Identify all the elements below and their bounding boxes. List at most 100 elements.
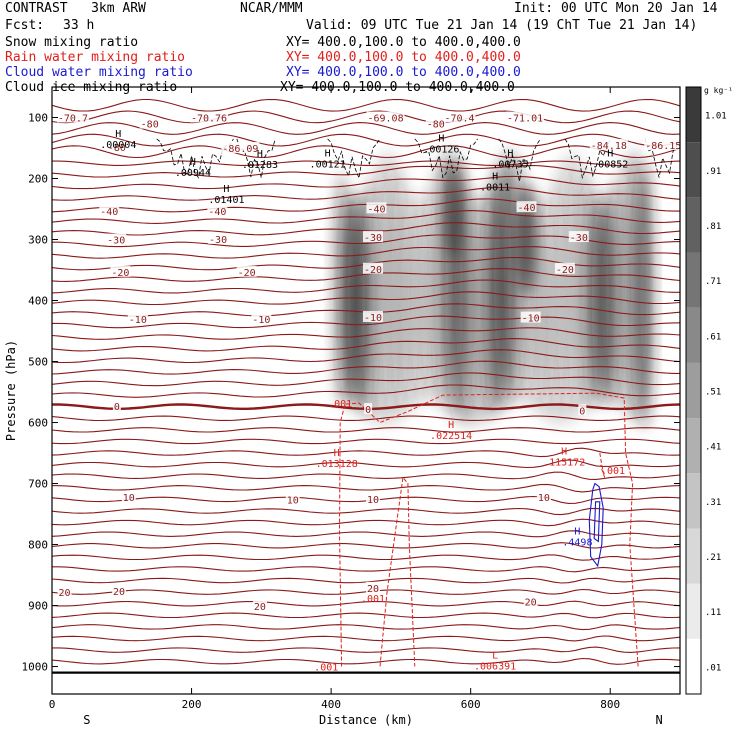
- isotherm-line: [52, 635, 680, 642]
- y-tick-label: 200: [28, 173, 48, 186]
- extremum-marker: H: [561, 447, 567, 458]
- extremum-value: .00121: [310, 159, 346, 170]
- isotherm-label: -30: [364, 233, 382, 244]
- colorbar-tick-label: .81: [705, 222, 721, 232]
- colorbar-segment: [686, 528, 701, 584]
- isotherm-line: [52, 372, 680, 387]
- ice-contour-line: [156, 138, 234, 179]
- extremum-marker: H: [325, 148, 331, 159]
- x-tick-label: 0: [49, 698, 56, 711]
- isotherm-line: [52, 415, 680, 422]
- colorbar-tick-label: .41: [705, 443, 721, 453]
- forecast-hour: 33 h: [63, 18, 95, 33]
- isotherm-label: -10: [522, 314, 540, 325]
- isotherm-label: -71.01: [507, 114, 543, 125]
- isotherm-label: -80: [108, 143, 126, 154]
- cloud-water-contour: [593, 501, 601, 543]
- isotherm-line: [52, 530, 680, 538]
- y-tick-label: 400: [28, 295, 48, 308]
- isotherm-label: 20: [367, 584, 379, 595]
- isotherm-label: -10: [129, 315, 147, 326]
- isotherm-label: -69.08: [367, 114, 403, 125]
- isotherm-label: 10: [123, 493, 135, 504]
- extremum-marker: H: [492, 172, 498, 183]
- colorbar-segment: [686, 638, 701, 694]
- isotherm-label: 10: [538, 493, 550, 504]
- colorbar-segment: [686, 197, 701, 253]
- isotherm-line: [52, 566, 680, 573]
- extremum-value: .00852: [592, 159, 628, 170]
- isotherm-group: [52, 98, 680, 665]
- isotherm-label: 20: [113, 587, 125, 598]
- colorbar-segment: [686, 142, 701, 198]
- isotherm-label: -20: [556, 265, 574, 276]
- isotherm-label: 20: [59, 588, 71, 599]
- isotherm-line: [52, 483, 680, 493]
- isotherm-line: [52, 175, 680, 190]
- isotherm-line: [52, 122, 680, 135]
- colorbar-tick-label: .91: [705, 167, 721, 177]
- colorbar: .01 .11 .21 .31 .41 .51 .61 .71 .81 .91 1.01 g kg⁻¹: [685, 86, 733, 695]
- rain-contour-label: .001: [361, 594, 385, 605]
- isotherm-label: -10: [364, 313, 382, 324]
- colorbar-segment: [686, 583, 701, 639]
- isotherm-label: -80: [427, 120, 445, 131]
- rain-contour-label: .001: [314, 663, 338, 674]
- isotherm-line: [52, 186, 680, 201]
- extremum-marker: H: [257, 149, 263, 160]
- y-tick-label: 100: [28, 112, 48, 125]
- isotherm-line: [52, 246, 680, 259]
- isotherm-line: [52, 98, 680, 112]
- isotherm-line: [52, 268, 680, 282]
- isotherm-label: -70.7: [58, 114, 88, 125]
- isotherm-line: [52, 315, 680, 329]
- colorbar-tick-label: .21: [705, 553, 721, 563]
- rain-contour-line: [338, 392, 639, 667]
- isotherm-label: -86.15: [645, 141, 681, 152]
- isotherm-label: -20: [238, 268, 256, 279]
- isotherm-label: -86.09: [222, 144, 258, 155]
- y-tick-label: 800: [28, 539, 48, 552]
- extremum-value: .013128: [316, 459, 358, 470]
- rain-contour-label: .001: [328, 399, 352, 410]
- isotherm-label: 0: [579, 406, 585, 417]
- isotherm-label: -30: [107, 236, 125, 247]
- x-end-label-north: N: [655, 713, 662, 727]
- isotherm-label: 0: [365, 405, 371, 416]
- isotherm-line: [52, 612, 680, 619]
- extremum-marker: H: [448, 420, 454, 431]
- x-tick-label: 600: [461, 698, 481, 711]
- isotherm-line: [52, 554, 680, 561]
- isotherm-line: [52, 327, 680, 340]
- organization-label: NCAR/MMM: [240, 1, 303, 16]
- isotherm-line: [52, 133, 680, 147]
- isotherm-line: [52, 222, 680, 236]
- extremum-value: .022514: [430, 431, 472, 442]
- extremum-value: .01401: [208, 195, 244, 206]
- x-axis-title: Distance (km): [319, 713, 413, 727]
- extremum-marker: H: [115, 129, 121, 140]
- isotherm-labels: -70.7 -70.76 -80 -69.08 -70.4 -71.01 -80 -86.09…: [56, 111, 683, 613]
- isotherm-line: [52, 198, 680, 213]
- isotherm-line: [52, 471, 680, 480]
- colorbar-tick-label: 1.01: [705, 112, 727, 122]
- ice-contour-line: [414, 138, 478, 179]
- isotherm-line: [52, 459, 680, 469]
- isotherm-line: [52, 349, 680, 364]
- forecast-label: Fcst:: [5, 18, 45, 33]
- field-name-snow: Snow mixing ratio: [5, 35, 139, 50]
- extremum-value: .00944: [175, 168, 211, 179]
- colorbar-tick-label: .01: [705, 663, 721, 673]
- colorbar-tick-label: .61: [705, 332, 721, 342]
- colorbar-segment: [686, 362, 701, 419]
- isotherm-line: [52, 657, 680, 665]
- isotherm-line: [52, 279, 680, 294]
- y-tick-label: 300: [28, 234, 48, 247]
- colorbar-segment: [686, 418, 701, 474]
- extremum-value: .006391: [474, 661, 516, 672]
- isotherm-line: [52, 164, 680, 178]
- isotherm-line: [52, 384, 680, 398]
- isotherm-line: [52, 507, 680, 516]
